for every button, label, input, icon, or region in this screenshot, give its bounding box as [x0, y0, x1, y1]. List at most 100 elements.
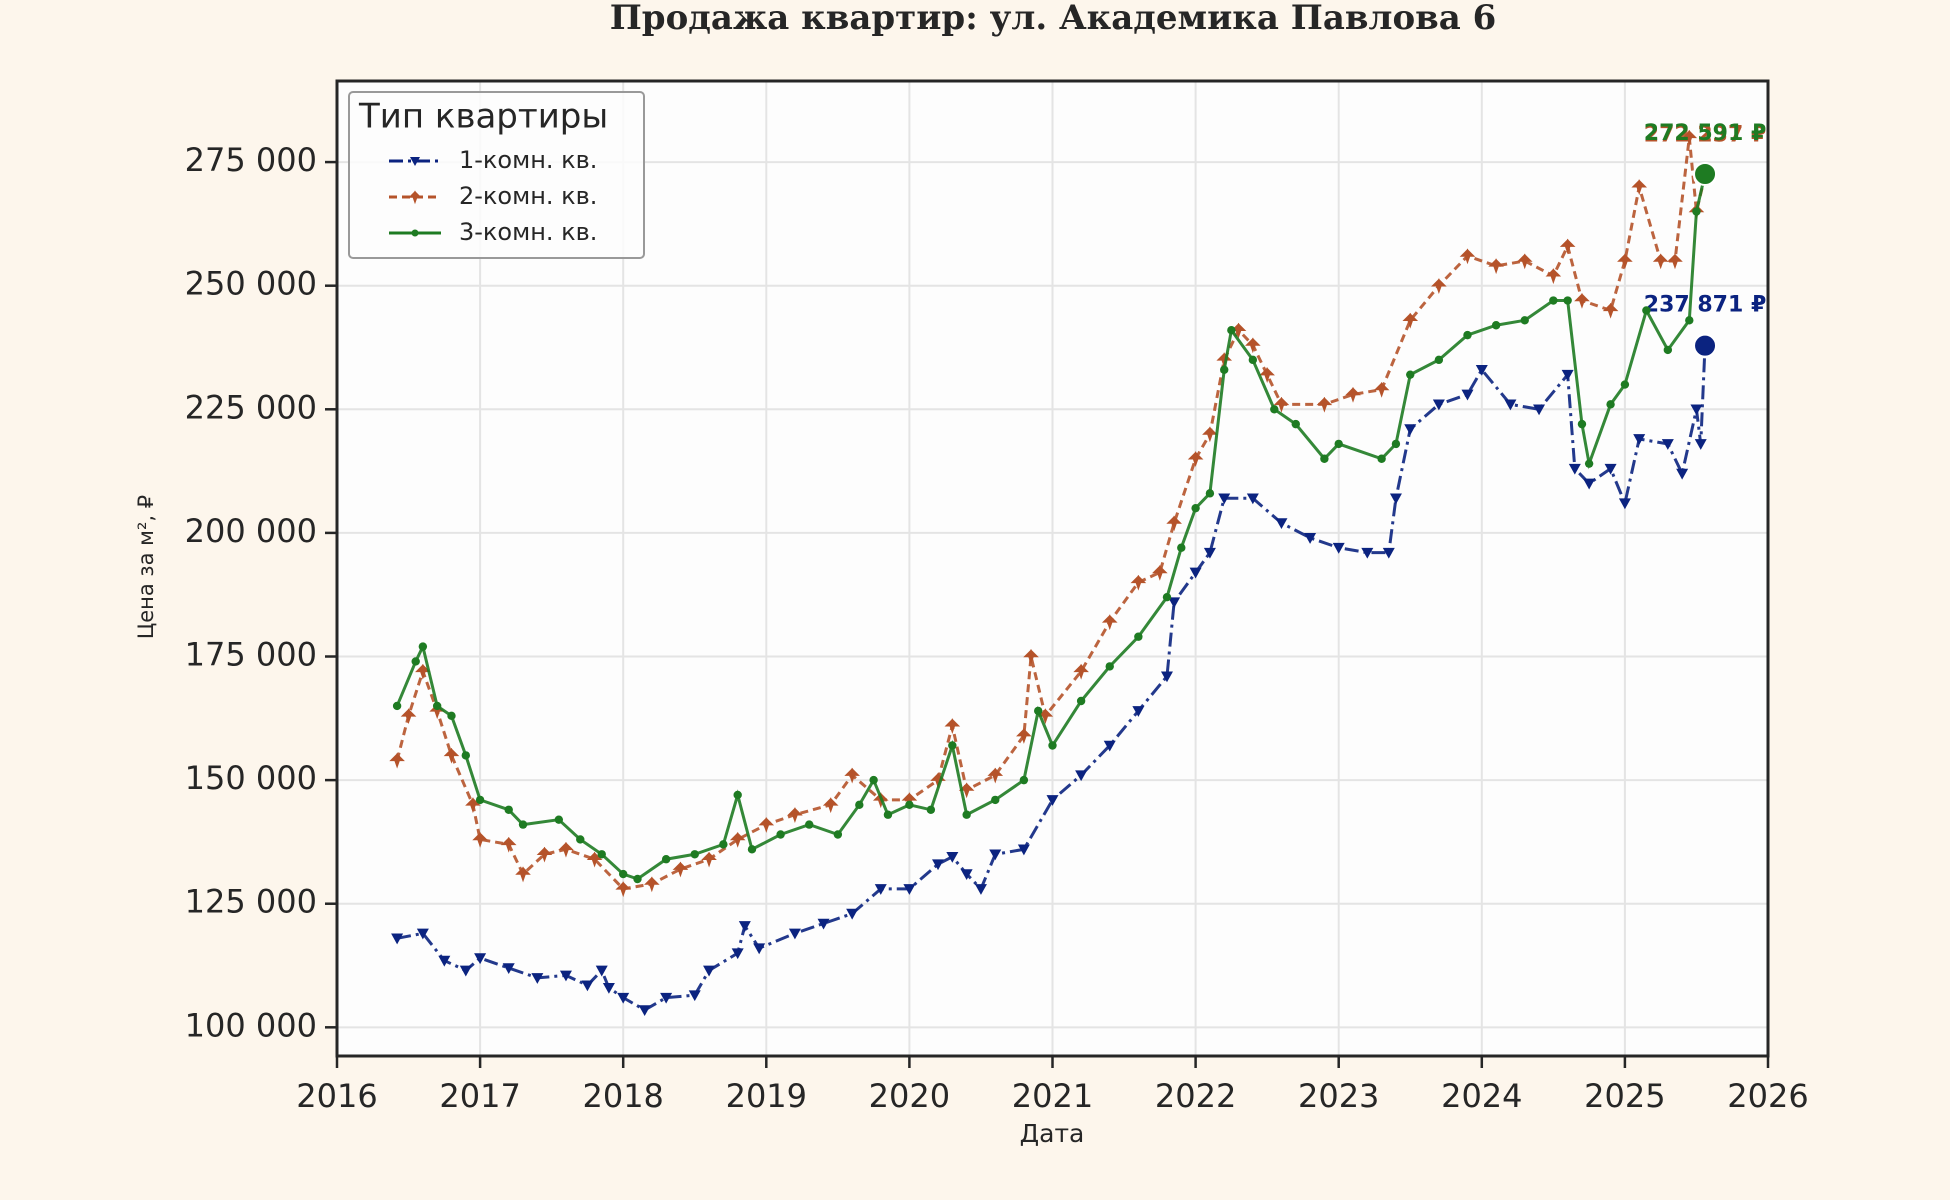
x-tick-label: 2024	[1441, 1077, 1522, 1115]
point	[788, 928, 801, 940]
point	[932, 859, 945, 871]
point	[987, 767, 1004, 784]
x-tick-label: 2025	[1584, 1077, 1665, 1115]
point	[1549, 296, 1558, 305]
legend: Тип квартиры 1-комн. кв. 2-комн. кв. 3-ком…	[348, 91, 645, 259]
point	[1334, 439, 1343, 449]
point	[1202, 426, 1218, 443]
point	[1246, 493, 1259, 505]
point	[438, 955, 451, 967]
point	[944, 718, 961, 734]
point	[586, 851, 603, 868]
point	[1685, 316, 1694, 325]
point	[1633, 434, 1646, 445]
point	[1166, 515, 1182, 532]
point	[432, 701, 442, 711]
point	[474, 953, 487, 965]
point	[1568, 463, 1581, 475]
point	[1162, 592, 1172, 602]
point	[753, 943, 766, 955]
point	[805, 820, 814, 829]
point	[1618, 498, 1631, 510]
point	[1016, 728, 1032, 744]
point	[846, 908, 859, 920]
y-axis-label: Цена за м², ₽	[134, 495, 158, 639]
point	[1402, 312, 1419, 329]
point	[1132, 706, 1145, 717]
point	[1667, 253, 1683, 270]
point	[619, 869, 628, 879]
point	[869, 775, 878, 785]
x-axis-label: Дата	[1020, 1119, 1085, 1148]
point	[597, 850, 606, 859]
x-tick-label: 2019	[726, 1077, 807, 1115]
point	[688, 990, 701, 1002]
point	[1432, 399, 1445, 411]
point	[1382, 547, 1395, 559]
point	[531, 973, 544, 984]
y-tick-label: 150 000	[185, 759, 317, 797]
point	[1270, 405, 1279, 414]
point	[905, 800, 914, 810]
point	[1316, 396, 1333, 413]
point	[1345, 387, 1361, 403]
point	[1187, 451, 1204, 468]
x-tick-label: 2017	[439, 1077, 520, 1115]
point	[1389, 493, 1402, 505]
y-tick-label: 125 000	[185, 883, 317, 921]
point	[1220, 365, 1229, 374]
point	[690, 850, 699, 859]
point	[461, 751, 470, 760]
point	[844, 767, 860, 784]
x-tick-label: 2016	[296, 1077, 377, 1115]
point	[776, 830, 785, 839]
point	[633, 874, 642, 884]
point	[1075, 770, 1088, 782]
point	[1191, 503, 1200, 513]
point	[1431, 278, 1447, 294]
point	[559, 970, 572, 982]
point	[1606, 400, 1615, 409]
point	[1391, 439, 1401, 449]
point	[1227, 325, 1236, 335]
point	[1561, 369, 1574, 381]
legend-label: 2-комн. кв.	[459, 182, 597, 210]
point	[595, 965, 608, 977]
point	[638, 1005, 651, 1017]
point	[1019, 775, 1029, 785]
point	[1620, 380, 1630, 389]
point	[500, 837, 517, 853]
point	[1694, 439, 1707, 450]
point	[1033, 706, 1043, 716]
point	[1461, 389, 1474, 401]
point	[472, 832, 488, 848]
value-label: 237 871 ₽	[1644, 293, 1766, 318]
point	[602, 982, 615, 994]
point	[581, 980, 594, 992]
point	[948, 741, 957, 750]
point	[1604, 463, 1617, 475]
point	[1661, 439, 1674, 450]
point	[1663, 345, 1673, 355]
point	[1205, 489, 1215, 498]
point	[465, 797, 481, 814]
value-label: 272 591 ₽	[1644, 121, 1766, 146]
point	[672, 861, 689, 878]
point	[1577, 419, 1587, 429]
point	[1177, 543, 1186, 552]
point	[833, 830, 843, 839]
point	[738, 921, 751, 932]
x-tick-label: 2018	[582, 1077, 663, 1115]
point	[731, 948, 744, 960]
point	[459, 965, 472, 977]
point	[822, 797, 839, 814]
point	[1304, 533, 1317, 544]
point	[1130, 574, 1147, 591]
point	[1259, 367, 1275, 383]
point	[901, 792, 918, 809]
point	[883, 810, 893, 819]
legend-frame	[348, 91, 645, 259]
point	[411, 657, 420, 666]
